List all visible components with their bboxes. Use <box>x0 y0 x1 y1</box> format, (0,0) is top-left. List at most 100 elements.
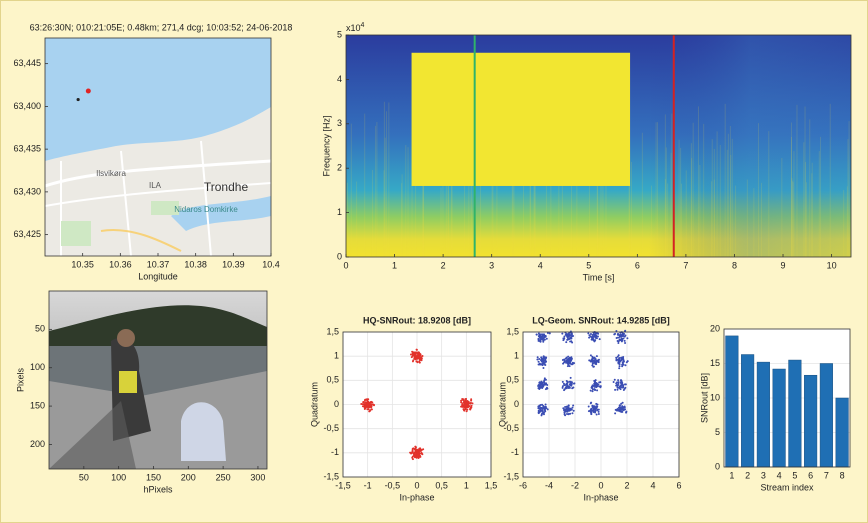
sample-dot <box>536 334 538 336</box>
y-tick-label: 0,5 <box>326 375 339 385</box>
sample-dot <box>624 407 626 409</box>
sample-dot <box>587 332 589 334</box>
sample-dot <box>541 381 543 383</box>
sample-dot <box>566 413 568 415</box>
signal-block <box>412 53 631 186</box>
sample-dot <box>621 383 623 385</box>
sample-dot <box>540 356 542 358</box>
x-tick-label: -0,5 <box>385 480 401 490</box>
sample-dot <box>598 411 600 413</box>
sample-dot <box>460 401 462 403</box>
sample-dot <box>562 359 564 361</box>
x-tick-label: 8 <box>840 470 845 480</box>
sample-dot <box>565 383 567 385</box>
x-tick-label: 300 <box>250 472 265 482</box>
sample-dot <box>544 356 546 358</box>
sample-dot <box>542 333 544 335</box>
y-tick-label: 100 <box>30 362 45 372</box>
sample-dot <box>596 337 598 339</box>
sample-dot <box>593 410 595 412</box>
sample-dot <box>619 365 621 367</box>
sample-dot <box>410 354 412 356</box>
sample-dot <box>618 367 620 369</box>
sample-dot <box>622 358 624 360</box>
sample-dot <box>538 335 540 337</box>
sample-dot <box>569 357 571 359</box>
bar <box>757 362 770 467</box>
sample-dot <box>592 390 594 392</box>
y-axis-label: SNRout [dB] <box>699 373 709 423</box>
sample-dot <box>421 452 423 454</box>
sample-dot <box>594 340 596 342</box>
chart-title: 63:26:30N; 010:21:05E; 0.48km; 271,4 dcg… <box>30 22 293 32</box>
sample-dot <box>592 363 594 365</box>
y-axis-label: Quadratum <box>497 382 507 427</box>
x-tick-label: 100 <box>111 472 126 482</box>
y-tick-label: 0,5 <box>506 375 519 385</box>
sample-dot <box>619 407 621 409</box>
sample-dot <box>544 379 546 381</box>
sample-dot <box>418 352 420 354</box>
sample-dot <box>570 334 572 336</box>
y-tick-label: 10 <box>710 392 720 402</box>
sample-dot <box>596 413 598 415</box>
sample-dot <box>419 448 421 450</box>
x-tick-label: 4 <box>538 260 543 270</box>
sample-dot <box>565 341 567 343</box>
sample-dot <box>567 335 569 337</box>
sample-dot <box>592 384 594 386</box>
y-tick-label: 1,5 <box>326 326 339 336</box>
x-tick-label: 10.38 <box>184 259 207 269</box>
x-axis-label: In-phase <box>399 492 434 502</box>
x-axis-label: Time [s] <box>583 272 615 282</box>
multiplier-exponent: 4 <box>361 22 365 29</box>
sample-dot <box>539 340 541 342</box>
sample-dot <box>569 410 571 412</box>
sample-dot <box>615 409 617 411</box>
x-tick-label: 1,5 <box>485 480 498 490</box>
sample-dot <box>545 382 547 384</box>
sample-dot <box>538 338 540 340</box>
sample-dot <box>463 409 465 411</box>
sample-dot <box>542 339 544 341</box>
x-tick-label: 4 <box>650 480 655 490</box>
y-tick-label: 1 <box>334 351 339 361</box>
bar <box>773 369 786 467</box>
place-label: ILA <box>149 181 162 190</box>
sample-dot <box>596 389 598 391</box>
sample-dot <box>365 398 367 400</box>
sample-dot <box>617 387 619 389</box>
map-marker <box>86 89 91 94</box>
x-tick-label: 50 <box>79 472 89 482</box>
sample-dot <box>471 405 473 407</box>
sample-dot <box>364 407 366 409</box>
place-label: Ilsvikøra <box>96 169 126 178</box>
bar <box>726 336 739 467</box>
sample-dot <box>541 359 543 361</box>
sample-dot <box>595 403 597 405</box>
x-tick-label: 250 <box>216 472 231 482</box>
panels: 63,44563,40063,43563,43063,42510.3510.36… <box>1 1 867 522</box>
x-tick-label: 3 <box>489 260 494 270</box>
sample-dot <box>622 362 624 364</box>
x-tick-label: 2 <box>441 260 446 270</box>
sample-dot <box>598 413 600 415</box>
y-tick-label: 200 <box>30 439 45 449</box>
sample-dot <box>619 339 621 341</box>
y-axis-label: Frequency [Hz] <box>321 115 331 176</box>
sample-dot <box>421 449 423 451</box>
sample-dot <box>541 336 543 338</box>
bar <box>804 375 817 467</box>
sample-dot <box>618 358 620 360</box>
sample-dot <box>589 410 591 412</box>
sample-dot <box>418 454 420 456</box>
x-tick-label: 5 <box>792 470 797 480</box>
x-tick-label: 10.36 <box>109 259 132 269</box>
sample-dot <box>597 384 599 386</box>
sample-dot <box>621 357 623 359</box>
x-tick-label: -2 <box>571 480 579 490</box>
y-tick-label: -0,5 <box>323 423 339 433</box>
sample-dot <box>364 405 366 407</box>
sample-dot <box>566 407 568 409</box>
x-tick-label: 1 <box>392 260 397 270</box>
